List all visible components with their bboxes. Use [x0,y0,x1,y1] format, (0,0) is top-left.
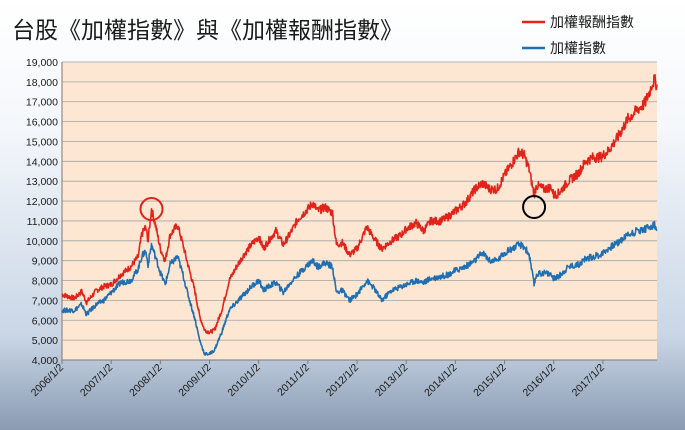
series-line-0 [61,74,658,335]
y-tick-label: 7,000 [32,295,58,307]
x-tick-label: 2007/1/2 [78,362,115,399]
annotation-circle-0 [139,197,164,222]
x-tick-label: 2012/1/2 [324,362,361,399]
y-tick-label: 17,000 [26,97,58,109]
x-tick-label: 2011/1/2 [275,362,312,399]
x-tick-label: 2017/1/2 [570,362,607,399]
series-line-1 [61,220,658,356]
y-tick-label: 11,000 [27,216,58,228]
y-tick-label: 19,000 [26,57,58,69]
series-lines [61,74,658,356]
y-tick-label: 5,000 [32,335,58,347]
x-tick-label: 2008/1/2 [127,362,164,399]
y-tick-label: 15,000 [26,136,58,148]
y-axis: 4,000 5,000 6,000 7,000 8,000 9,000 10,000 11,0… [26,57,657,367]
y-tick-label: 10,000 [26,236,58,248]
plot-area [62,62,657,360]
y-tick-label: 16,000 [26,117,58,129]
x-tick-label: 2013/1/2 [373,362,410,399]
x-tick-label: 2010/1/2 [225,362,262,399]
y-tick-label: 4,000 [32,355,58,367]
gridlines [62,61,657,361]
x-axis: 2006/1/2 2007/1/2 2008/1/2 2009/1/2 2010/1/2… [29,360,607,399]
legend-label: 加權報酬指數 [550,15,634,31]
y-tick-label: 6,000 [32,315,58,327]
y-tick-label: 13,000 [26,176,58,188]
x-tick-label: 2009/1/2 [176,362,213,399]
legend-label: 加權指數 [550,41,606,57]
y-tick-label: 14,000 [26,156,58,168]
x-tick-label: 2006/1/2 [29,362,66,399]
y-tick-label: 9,000 [32,256,58,268]
x-tick-label: 2014/1/2 [422,362,459,399]
chart-title: 台股《加權指數》與《加權報酬指數》 [12,18,403,44]
annotations [139,195,547,222]
x-tick-label: 2015/1/2 [471,362,508,399]
x-tick-label: 2016/1/2 [520,362,557,399]
y-tick-label: 8,000 [32,276,58,288]
y-tick-label: 18,000 [26,77,58,89]
annotation-circle-1 [522,195,547,220]
y-tick-label: 12,000 [26,196,58,208]
